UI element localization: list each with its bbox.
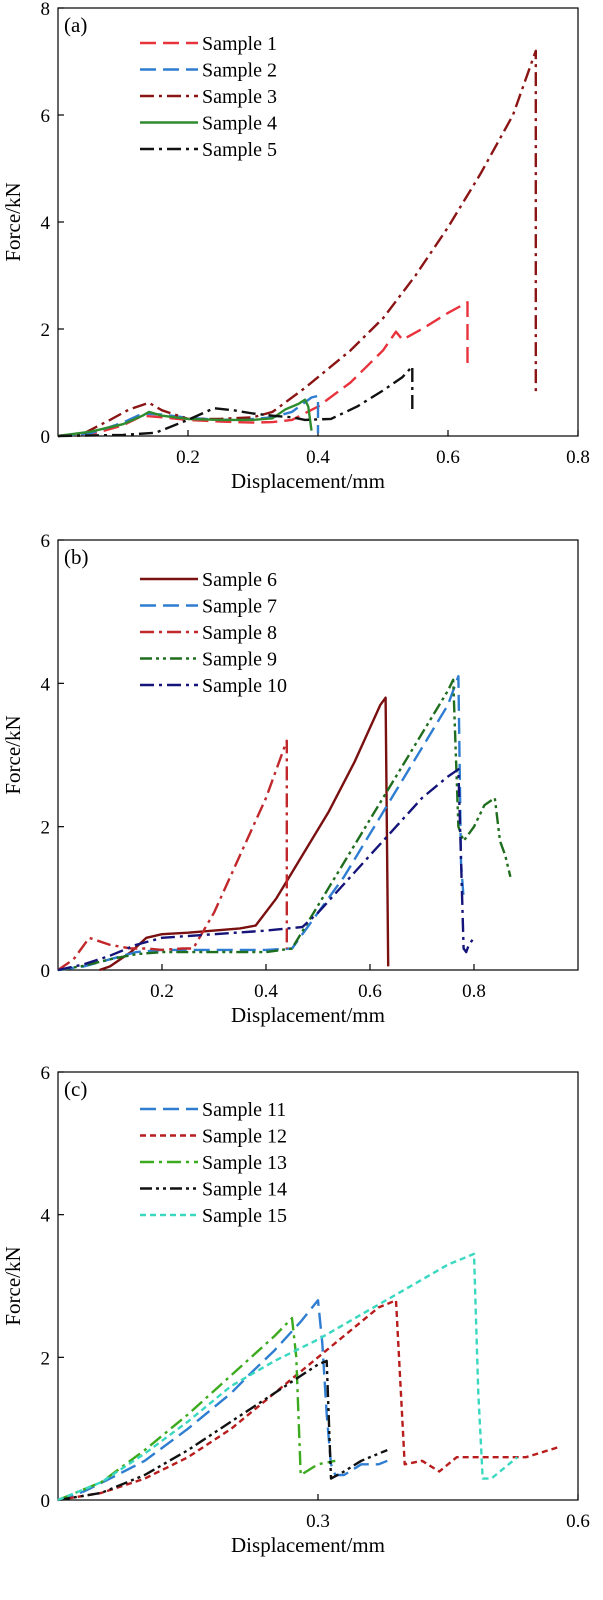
y-axis-title: Force/kN bbox=[1, 715, 25, 794]
plot-frame bbox=[57, 539, 579, 971]
x-axis-title: Displacement/mm bbox=[231, 1533, 385, 1557]
y-tick-label: 2 bbox=[41, 818, 51, 839]
y-tick-label: 6 bbox=[41, 1063, 51, 1084]
legend-entry: Sample 6 bbox=[202, 569, 277, 591]
plot-frame bbox=[57, 1071, 579, 1501]
series-line-sample-14 bbox=[57, 1359, 388, 1502]
y-tick-label: 2 bbox=[41, 1348, 51, 1369]
plot-frame bbox=[57, 7, 579, 437]
x-tick-label: 0.2 bbox=[150, 981, 174, 1002]
x-tick-label: 0.2 bbox=[176, 447, 200, 468]
y-tick-label: 6 bbox=[41, 106, 51, 127]
legend-entry: Sample 2 bbox=[202, 60, 277, 82]
series-line-sample-12 bbox=[57, 1299, 562, 1502]
legend-entry: Sample 13 bbox=[202, 1152, 287, 1174]
series-line-sample-13 bbox=[57, 1316, 336, 1502]
y-tick-label: 4 bbox=[41, 1206, 51, 1227]
y-tick-label: 8 bbox=[41, 0, 51, 20]
panel-c: 0 2 4 6 0.3 0.6 Displacement/mm Force/kN (c) Samp… bbox=[1, 1063, 590, 1557]
legend-entry: Sample 7 bbox=[202, 596, 277, 618]
x-tick-label: 0.6 bbox=[566, 1511, 590, 1532]
x-tick-label: 0.4 bbox=[254, 981, 278, 1002]
y-axis-title: Force/kN bbox=[1, 1246, 25, 1325]
x-tick-label: 0.3 bbox=[306, 1511, 330, 1532]
series-line-sample-15 bbox=[57, 1252, 519, 1502]
y-tick-label: 4 bbox=[41, 674, 51, 695]
series-line-sample-6 bbox=[99, 696, 390, 972]
legend-entry: Sample 3 bbox=[202, 86, 277, 108]
series-line-sample-1 bbox=[57, 301, 469, 438]
x-tick-label: 0.8 bbox=[566, 447, 590, 468]
y-axis-title: Force/kN bbox=[1, 182, 25, 261]
x-tick-label: 0.4 bbox=[306, 447, 330, 468]
legend-entry: Sample 9 bbox=[202, 649, 277, 671]
panel-b: 0 2 4 6 0.2 0.4 0.6 0.8 Displacement/mm Force/kN (… bbox=[1, 531, 579, 1027]
x-axis-title: Displacement/mm bbox=[231, 469, 385, 493]
x-tick-label: 0.6 bbox=[358, 981, 382, 1002]
series-line-sample-7 bbox=[57, 675, 465, 972]
legend-entry: Sample 11 bbox=[202, 1099, 286, 1121]
legend-entry: Sample 4 bbox=[202, 113, 277, 135]
y-tick-label: 0 bbox=[41, 961, 51, 982]
legend-entry: Sample 5 bbox=[202, 139, 277, 161]
series-line-sample-9 bbox=[57, 678, 512, 972]
series-line-sample-10 bbox=[57, 768, 475, 972]
legend-entry: Sample 10 bbox=[202, 675, 287, 697]
panel-label: (b) bbox=[64, 545, 89, 569]
series-line-sample-8 bbox=[57, 739, 288, 971]
y-tick-label: 0 bbox=[41, 1491, 51, 1512]
panel-a: 0 2 4 6 8 0.2 0.4 0.6 0.8 Displacement/mm Force/kN… bbox=[1, 0, 590, 493]
series-line-sample-4 bbox=[57, 398, 313, 438]
y-tick-label: 4 bbox=[41, 213, 51, 234]
panel-label: (a) bbox=[64, 13, 87, 37]
legend-entry: Sample 15 bbox=[202, 1205, 287, 1227]
x-axis-title: Displacement/mm bbox=[231, 1003, 385, 1027]
y-tick-label: 6 bbox=[41, 531, 51, 552]
panel-label: (c) bbox=[64, 1077, 87, 1101]
series-line-sample-3 bbox=[57, 49, 537, 438]
series-line-sample-11 bbox=[57, 1299, 388, 1502]
y-tick-label: 2 bbox=[41, 320, 51, 341]
legend-entry: Sample 1 bbox=[202, 33, 277, 55]
x-tick-label: 0.6 bbox=[436, 447, 460, 468]
legend-entry: Sample 14 bbox=[202, 1179, 287, 1201]
legend-entry: Sample 12 bbox=[202, 1126, 287, 1148]
x-tick-label: 0.8 bbox=[462, 981, 486, 1002]
y-tick-label: 0 bbox=[41, 427, 51, 448]
series-line-sample-5 bbox=[57, 365, 414, 438]
legend-entry: Sample 8 bbox=[202, 622, 277, 644]
